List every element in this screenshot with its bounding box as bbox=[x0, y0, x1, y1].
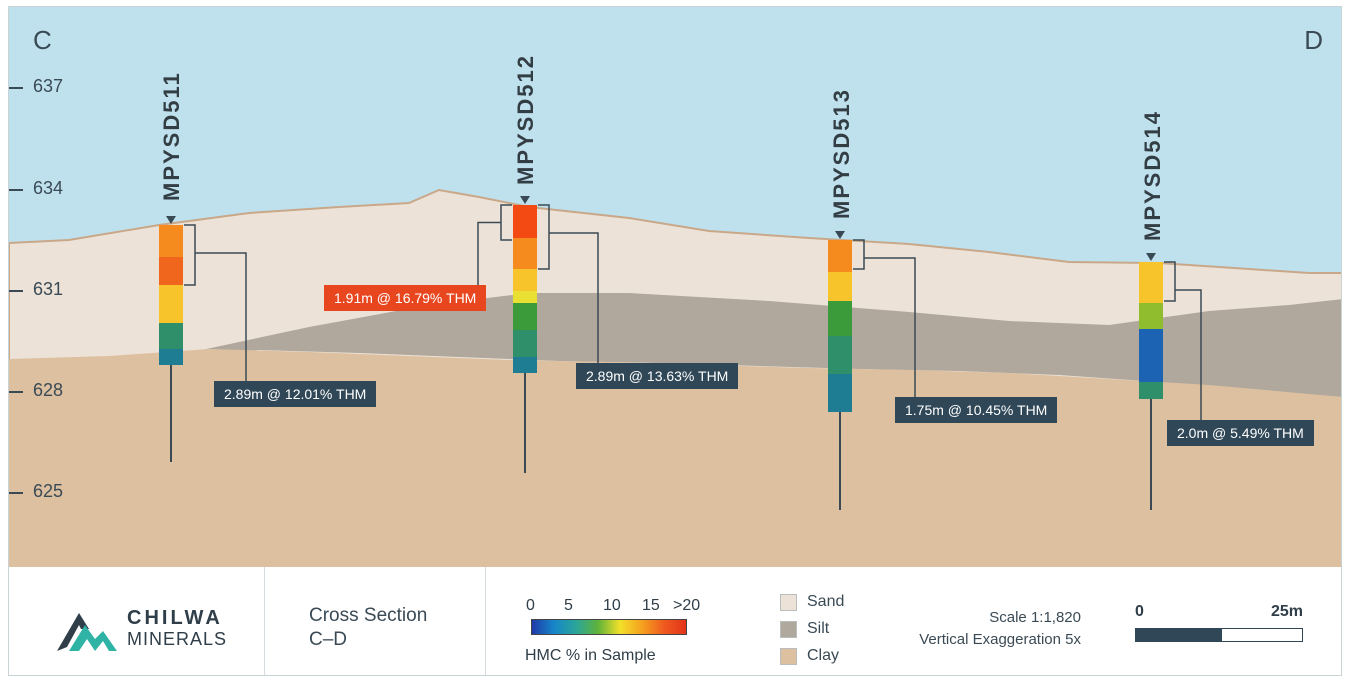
scalebar-dark-segment bbox=[1135, 628, 1223, 642]
drillholes bbox=[159, 196, 1202, 510]
elevation-label: 634 bbox=[33, 178, 64, 198]
section-start-label: C bbox=[33, 25, 52, 55]
logo-wordmark-line1: CHILWA bbox=[127, 607, 223, 629]
section-end-label: D bbox=[1304, 25, 1323, 55]
legend-bar: CHILWA MINERALS Cross Section C–D 0 5 10… bbox=[9, 567, 1341, 675]
map-scale-text: Scale 1:1,820 bbox=[989, 609, 1081, 626]
cross-section-figure: C D 637 634 631 628 625 MPYSD511 MPYSD51… bbox=[8, 6, 1342, 676]
assay-interval bbox=[828, 374, 852, 412]
intercept-callout-mpysd514: 2.0m @ 5.49% THM bbox=[1167, 420, 1314, 446]
elevation-label: 631 bbox=[33, 279, 64, 299]
assay-interval bbox=[159, 349, 183, 365]
elevation-tick bbox=[9, 189, 23, 191]
scalebar-light-segment bbox=[1221, 628, 1303, 642]
section-subtitle: C–D bbox=[309, 629, 348, 650]
assay-interval bbox=[513, 303, 537, 330]
assay-interval bbox=[828, 336, 852, 374]
hmc-scale-tick: >20 bbox=[673, 597, 701, 614]
intercept-bracket bbox=[1164, 261, 1176, 302]
hole-name-mpysd513: MPYSD513 bbox=[829, 88, 854, 219]
intercept-bracket bbox=[538, 204, 550, 270]
assay-interval bbox=[1139, 382, 1163, 399]
assay-interval bbox=[513, 357, 537, 373]
assay-interval bbox=[159, 285, 183, 323]
hmc-legend-title: HMC % in Sample bbox=[525, 647, 656, 664]
assay-interval bbox=[159, 323, 183, 349]
callout-leader bbox=[864, 257, 916, 397]
elevation-label: 625 bbox=[33, 481, 64, 501]
assay-interval bbox=[828, 240, 852, 272]
vertical-exaggeration-text: Vertical Exaggeration 5x bbox=[919, 631, 1081, 648]
hole-name-mpysd511: MPYSD511 bbox=[159, 71, 184, 201]
hmc-color-ramp bbox=[531, 619, 687, 635]
callout-leader bbox=[549, 232, 599, 363]
hmc-scale-tick: 5 bbox=[564, 597, 573, 614]
assay-interval bbox=[1139, 303, 1163, 329]
callout-leader bbox=[477, 221, 501, 285]
elevation-tick bbox=[9, 492, 23, 494]
elevation-tick bbox=[9, 87, 23, 89]
silt-swatch bbox=[780, 621, 797, 638]
chilwa-logo-icon bbox=[57, 613, 117, 651]
assay-interval bbox=[513, 205, 537, 238]
section-title: Cross Section bbox=[309, 605, 428, 626]
assay-interval bbox=[513, 291, 537, 303]
hole-name-mpysd512: MPYSD512 bbox=[513, 54, 538, 185]
assay-interval bbox=[1139, 262, 1163, 303]
elevation-tick bbox=[9, 391, 23, 393]
intercept-callout-mpysd512: 2.89m @ 13.63% THM bbox=[576, 363, 739, 389]
scalebar-start-label: 0 bbox=[1135, 603, 1144, 620]
intercept-callout-mpysd511: 2.89m @ 12.01% THM bbox=[214, 381, 377, 407]
assay-interval bbox=[513, 269, 537, 291]
hole-name-mpysd514: MPYSD514 bbox=[1140, 110, 1165, 241]
collar-marker-icon bbox=[1146, 253, 1156, 261]
hmc-scale-tick: 0 bbox=[526, 597, 535, 614]
sand-label: Sand bbox=[807, 593, 845, 610]
callout-leader bbox=[195, 252, 247, 381]
assay-interval bbox=[828, 301, 852, 336]
assay-interval bbox=[513, 330, 537, 357]
elevation-label: 637 bbox=[33, 76, 64, 96]
cross-section-view: C D 637 634 631 628 625 MPYSD511 MPYSD51… bbox=[9, 7, 1341, 568]
cross-section-canvas bbox=[9, 7, 1341, 568]
scalebar-end-label: 25m bbox=[1271, 603, 1304, 620]
clay-swatch bbox=[780, 648, 797, 665]
assay-interval bbox=[828, 272, 852, 301]
legend-divider bbox=[264, 567, 265, 675]
assay-interval bbox=[1139, 329, 1163, 382]
elevation-label: 628 bbox=[33, 380, 64, 400]
silt-label: Silt bbox=[807, 620, 830, 637]
intercept-callout-mpysd513: 1.75m @ 10.45% THM bbox=[895, 397, 1058, 423]
assay-interval bbox=[159, 225, 183, 257]
elevation-tick bbox=[9, 290, 23, 292]
sand-swatch bbox=[780, 594, 797, 611]
intercept-bracket bbox=[853, 239, 865, 270]
hmc-scale-tick: 15 bbox=[642, 597, 660, 614]
assay-interval bbox=[513, 238, 537, 269]
collar-marker-icon bbox=[520, 196, 530, 204]
logo-wordmark-line2: MINERALS bbox=[127, 629, 228, 649]
clay-label: Clay bbox=[807, 647, 840, 664]
assay-interval bbox=[159, 257, 183, 285]
callout-leader bbox=[1175, 289, 1202, 420]
collar-marker-icon bbox=[166, 216, 176, 224]
intercept-bracket bbox=[184, 224, 196, 286]
legend-divider bbox=[485, 567, 486, 675]
intercept-callout-mpysd512-high-grade: 1.91m @ 16.79% THM bbox=[324, 285, 487, 311]
hmc-scale-tick: 10 bbox=[603, 597, 621, 614]
silt-layer bbox=[169, 293, 1341, 397]
collar-marker-icon bbox=[835, 231, 845, 239]
